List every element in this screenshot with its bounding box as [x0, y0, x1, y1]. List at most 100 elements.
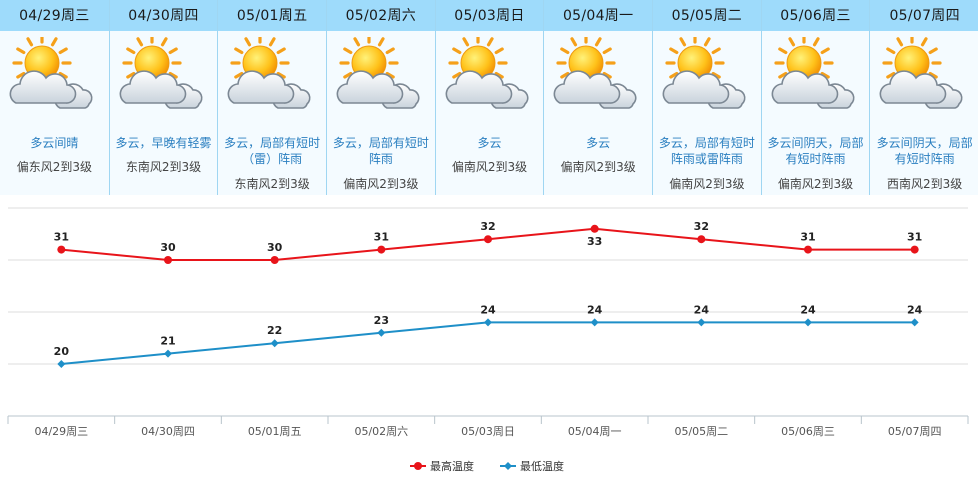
- weather-description: 多云间阴天，局部 有短时阵雨: [872, 135, 977, 167]
- weather-description-line: 多云间阴天，局部: [767, 136, 864, 150]
- weather-description-line: 阵雨: [368, 152, 393, 166]
- day-date: 05/04周一: [544, 0, 652, 31]
- sun-behind-cloud-icon: [118, 33, 204, 119]
- day-date: 04/29周三: [0, 0, 109, 31]
- x-tick-label: 05/02周六: [354, 425, 408, 438]
- low-temp-point: [164, 349, 172, 358]
- legend-low-label: 最低温度: [520, 459, 564, 473]
- high-temp-label: 32: [694, 220, 709, 233]
- high-temp-label: 30: [267, 241, 283, 254]
- weather-description: 多云间阴天，局部 有短时阵雨: [764, 135, 868, 167]
- day-date: 04/30周四: [109, 0, 218, 31]
- low-temp-label: 23: [374, 314, 389, 327]
- low-temp-point: [57, 360, 66, 368]
- wind-info: 偏东风2到3级: [16, 160, 92, 174]
- x-tick-label: 05/07周四: [888, 425, 942, 438]
- weather-description-line: 多云，局部有短时: [332, 136, 429, 150]
- sun-behind-cloud-icon: [335, 33, 421, 119]
- wind-info: 偏南风2到3级: [669, 177, 745, 191]
- weather-description: 多云间晴: [2, 135, 107, 151]
- weather-description-line: 有短时阵雨: [894, 152, 955, 166]
- day-column: 05/05周二 多云，局部有短时 阵雨或雷阵雨 偏南风2到3级: [652, 0, 761, 195]
- weather-description: 多云: [546, 135, 650, 151]
- weather-description-line: 有短时阵雨: [785, 152, 846, 166]
- wind-info: 偏南风2到3级: [451, 160, 528, 174]
- high-temp-label: 33: [587, 235, 602, 248]
- high-temp-point: [697, 235, 706, 244]
- weather-description-line: 阵雨或雷阵雨: [670, 152, 743, 166]
- low-temp-point: [804, 318, 812, 327]
- weather-description-line: 多云: [586, 136, 611, 150]
- legend-high-marker: [414, 462, 422, 470]
- legend-low-marker: [504, 462, 512, 470]
- day-column: 05/06周三 多云间阴天，局部 有短时阵雨偏南风2到3级: [760, 0, 870, 195]
- high-temp-label: 31: [800, 231, 815, 244]
- sun-behind-cloud-icon: [878, 33, 964, 119]
- high-temp-label: 31: [907, 231, 922, 244]
- wind-info: 偏南风2到3级: [560, 160, 636, 174]
- weather-description-line: 多云，局部有短时: [658, 136, 755, 150]
- low-temp-label: 24: [694, 303, 710, 316]
- sun-behind-cloud-icon: [770, 33, 856, 119]
- day-date: 05/06周三: [761, 0, 870, 31]
- legend-high-label: 最高温度: [430, 459, 474, 473]
- high-temp-point: [910, 245, 919, 254]
- high-temp-label: 31: [374, 231, 389, 244]
- day-column: 05/03周日 多云偏南风2到3级: [434, 0, 544, 195]
- low-temp-point: [484, 318, 492, 327]
- weather-description-line: 多云，局部有短时: [224, 136, 321, 150]
- day-column: 05/04周一 多云偏南风2到3级: [543, 0, 652, 195]
- low-temp-point: [270, 339, 279, 348]
- high-temp-point: [590, 224, 599, 233]
- weather-description-line: 多云间晴: [30, 136, 79, 150]
- wind-info: 西南风2到3级: [887, 177, 963, 191]
- x-tick-label: 05/06周三: [781, 425, 835, 438]
- low-temp-point: [697, 318, 706, 327]
- high-temp-point: [57, 245, 66, 254]
- low-temp-label: 24: [907, 303, 923, 316]
- forecast-strip: 04/29周三 多云间晴 偏东风2到3级 04/30周四: [0, 0, 978, 195]
- wind-info: 偏南风2到3级: [777, 177, 854, 191]
- day-column: 05/01周五 多云，局部有短时 （雷）阵雨东南风2到3级: [217, 0, 326, 195]
- high-temp-point: [164, 256, 172, 264]
- sun-behind-cloud-icon: [661, 33, 747, 119]
- high-temp-label: 32: [480, 220, 495, 233]
- high-temp-label: 31: [54, 231, 69, 244]
- day-date: 05/03周日: [435, 0, 544, 31]
- wind-info: 东南风2到3级: [234, 177, 310, 191]
- low-temp-label: 24: [800, 303, 816, 316]
- weather-description-line: 多云间阴天，局部: [876, 136, 973, 150]
- x-tick-label: 05/05周二: [674, 425, 728, 438]
- low-temp-line: [61, 321, 915, 365]
- temperature-chart: 04/29周三 04/30周四 05/01周五 05/02周六 05/03周日 05/04…: [7, 207, 969, 473]
- weather-description-line: 多云，早晚有轻雾: [115, 136, 212, 150]
- high-temp-point: [377, 245, 386, 254]
- x-tick-label: 05/04周一: [568, 425, 622, 438]
- day-column: 05/02周六 多云，局部有短时 阵雨偏南风2到3级: [326, 0, 435, 195]
- low-temp-point: [590, 318, 599, 327]
- day-column: 04/30周四 多云，早晚有轻雾 东南风2到3级: [108, 0, 218, 195]
- weather-description-line: 多云: [477, 136, 502, 150]
- x-tick-label: 04/30周四: [141, 425, 195, 438]
- low-temp-label: 24: [480, 303, 496, 316]
- sun-behind-cloud-icon: [444, 33, 530, 119]
- day-date: 05/01周五: [218, 0, 326, 31]
- weather-description-line: （雷）阵雨: [242, 152, 303, 166]
- sun-behind-cloud-icon: [226, 33, 312, 119]
- low-temp-label: 24: [587, 303, 603, 316]
- x-tick-label: 05/01周五: [248, 425, 302, 438]
- day-column: 04/29周三 多云间晴偏东风2到3级: [0, 0, 109, 195]
- wind-info: 东南风2到3级: [125, 160, 202, 174]
- weather-description: 多云，局部有短时 阵雨或雷阵雨: [655, 135, 759, 167]
- wind-info: 偏南风2到3级: [343, 177, 419, 191]
- weather-description: 多云，局部有短时 阵雨: [329, 135, 433, 167]
- weather-description: 多云: [438, 135, 542, 151]
- day-date: 05/02周六: [327, 0, 435, 31]
- day-date: 05/07周四: [870, 0, 978, 31]
- high-temp-point: [484, 235, 492, 244]
- weather-description: 多云，早晚有轻雾: [112, 135, 216, 151]
- low-temp-point: [377, 328, 386, 337]
- x-tick-label: 05/03周日: [461, 425, 515, 438]
- high-temp-label: 30: [160, 241, 176, 254]
- day-date: 05/05周二: [653, 0, 761, 31]
